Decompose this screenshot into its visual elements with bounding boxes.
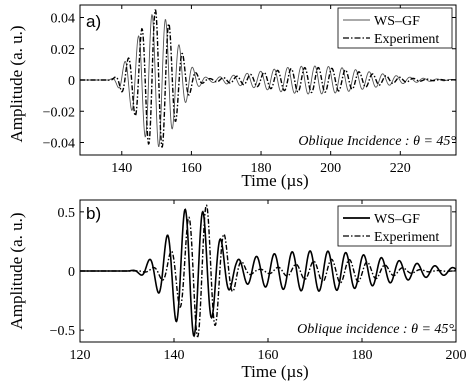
y-tick-label-a: −0.04 [43, 137, 75, 152]
y-tick-label-b: 0.5 [58, 206, 76, 221]
y-tick-label-a: 0.02 [51, 43, 76, 58]
panel-a: Amplitude (a. u.) Time (µs) a) Oblique I… [7, 4, 457, 190]
legend-box-b [337, 205, 452, 247]
panel-b: Amplitude (a. u.) Time (µs) b) Oblique i… [7, 199, 467, 381]
legend-label-experiment-b: Experiment [374, 230, 439, 245]
legend-a: WS–GF Experiment [337, 7, 453, 49]
panel-label-b: b) [86, 204, 101, 223]
legend-label-experiment-a: Experiment [374, 32, 439, 47]
legend-b: WS–GF Experiment [337, 205, 452, 247]
x-tick-label-b: 120 [70, 348, 91, 363]
series-line-ws-gf-b [80, 208, 457, 338]
legend-box-a [337, 7, 453, 49]
xlabel-b: Time (µs) [241, 362, 308, 381]
y-tick-label-a: 0.04 [51, 12, 76, 27]
x-tick-label-a: 160 [181, 161, 202, 176]
ylabel-b: Amplitude (a. u.) [7, 212, 26, 329]
series-line-ws-gf-a [80, 14, 457, 147]
x-tick-label-a: 140 [111, 161, 132, 176]
x-tick-label-b: 160 [258, 348, 279, 363]
y-tick-label-b: 0 [68, 265, 75, 280]
plot-area-a [80, 9, 457, 148]
x-tick-label-a: 220 [390, 161, 411, 176]
x-tick-label-a: 180 [251, 161, 272, 176]
x-tick-label-a: 200 [320, 161, 341, 176]
x-tick-label-b: 200 [446, 348, 467, 363]
x-tick-label-b: 180 [352, 348, 373, 363]
y-tick-label-b: −0.5 [50, 324, 75, 339]
annotation-b: Oblique incidence : θ = 45° [297, 322, 454, 337]
plot-area-b [80, 204, 457, 338]
ylabel-a: Amplitude (a. u.) [7, 25, 26, 142]
series-line-experiment-b [80, 204, 456, 338]
legend-label-ws-gf-a: WS–GF [374, 14, 420, 29]
annotation-a: Oblique Incidence : θ = 45° [298, 134, 456, 149]
y-tick-label-a: 0 [68, 74, 75, 89]
legend-label-ws-gf-b: WS–GF [374, 212, 420, 227]
y-tick-label-a: −0.02 [43, 105, 75, 120]
xlabel-a: Time (µs) [241, 171, 308, 190]
panel-label-a: a) [86, 12, 101, 31]
x-tick-label-b: 140 [164, 348, 185, 363]
